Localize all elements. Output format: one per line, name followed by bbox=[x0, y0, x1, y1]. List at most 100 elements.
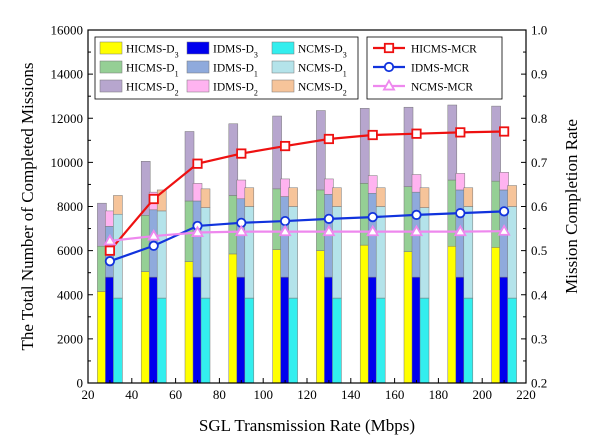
bar-ncms-d3-30 bbox=[113, 297, 123, 384]
point-ncms-mcr-150 bbox=[366, 224, 380, 237]
x-axis-title: SGL Transmission Rate (Mbps) bbox=[199, 416, 415, 435]
x-tick-label: 60 bbox=[169, 387, 182, 402]
bar-idms-d2-190 bbox=[455, 173, 466, 191]
bar-hicms-d3-210 bbox=[491, 247, 501, 384]
legend-label-idms-d2: IDMS-D2 bbox=[213, 82, 258, 98]
legend-swatch-idms-d3 bbox=[186, 41, 210, 55]
bar-hicms-d3-70 bbox=[184, 261, 195, 384]
point-ncms-mcr-90 bbox=[234, 224, 248, 237]
bar-hicms-d3-110 bbox=[272, 249, 282, 384]
bar-idms-d2-130 bbox=[324, 178, 334, 195]
bar-ncms-d1-50 bbox=[156, 210, 167, 299]
bar-ncms-d3-210 bbox=[507, 297, 517, 384]
bar-legend-box bbox=[94, 36, 359, 100]
point-idms-mcr-150 bbox=[367, 211, 378, 223]
x-tick-label: 160 bbox=[385, 387, 405, 402]
point-idms-mcr-210 bbox=[498, 206, 510, 217]
bar-idms-d2-210 bbox=[499, 172, 509, 191]
bars-layer bbox=[97, 104, 517, 384]
bar-idms-d3-110 bbox=[280, 276, 290, 384]
y2-tick-label: 0.3 bbox=[531, 331, 547, 346]
left-axis-ticks: 0 2000 4000 6000 8000 10000 12000 14000 16000 bbox=[51, 23, 93, 391]
bar-ncms-d2-150 bbox=[375, 187, 386, 207]
x-tick-label: 120 bbox=[297, 387, 317, 402]
bar-hicms-d1-50 bbox=[140, 215, 151, 272]
point-hicms-mcr-190 bbox=[455, 127, 466, 138]
bar-ncms-d1-90 bbox=[244, 206, 255, 299]
point-hicms-mcr-150 bbox=[367, 129, 378, 141]
x-tick-label: 100 bbox=[253, 387, 273, 402]
point-ncms-mcr-30 bbox=[103, 233, 117, 246]
point-ncms-mcr-130 bbox=[322, 224, 336, 237]
bar-ncms-d2-190 bbox=[463, 187, 474, 207]
legend-swatch-idms-d1 bbox=[186, 60, 210, 74]
bar-ncms-d2-90 bbox=[244, 187, 255, 207]
bar-idms-d3-70 bbox=[192, 276, 203, 384]
bar-hicms-d2-130 bbox=[316, 110, 326, 191]
legend-label-ncms-d3: NCMS-D3 bbox=[298, 44, 347, 60]
point-ncms-mcr-110 bbox=[278, 224, 292, 237]
x-tick-label: 80 bbox=[213, 387, 226, 402]
bar-idms-d3-190 bbox=[455, 276, 466, 384]
y2-tick-label: 0.6 bbox=[531, 199, 548, 214]
x-tick-label: 20 bbox=[82, 387, 95, 402]
bar-hicms-d2-210 bbox=[491, 105, 501, 182]
bar-ncms-d2-170 bbox=[419, 187, 430, 208]
point-hicms-mcr-170 bbox=[411, 128, 422, 139]
y2-tick-label: 0.9 bbox=[531, 67, 547, 82]
point-ncms-mcr-190 bbox=[453, 224, 467, 237]
bar-idms-d2-30 bbox=[105, 210, 115, 227]
line-legend: HICMS-MCR IDMS-MCR NCMS-MCR bbox=[366, 36, 503, 100]
y2-axis-title: Mission Completion Rate bbox=[562, 119, 581, 294]
point-idms-mcr-170 bbox=[411, 209, 422, 220]
legend-swatch-hicms-d2 bbox=[99, 79, 123, 93]
legend-label-idms-d3: IDMS-D3 bbox=[213, 44, 258, 60]
line-hicms-mcr bbox=[109, 130, 505, 252]
y2-tick-label: 0.7 bbox=[531, 155, 548, 170]
bar-ncms-d1-170 bbox=[419, 207, 430, 299]
point-hicms-mcr-50 bbox=[148, 193, 159, 205]
point-idms-mcr-30 bbox=[104, 256, 116, 267]
bar-hicms-d3-30 bbox=[97, 291, 107, 384]
y2-tick-label: 1.0 bbox=[531, 23, 547, 38]
bar-idms-d3-150 bbox=[367, 276, 378, 384]
bar-idms-d3-170 bbox=[411, 276, 422, 384]
legend-label-ncms-d2: NCMS-D2 bbox=[298, 82, 347, 98]
bar-idms-d3-30 bbox=[105, 276, 115, 384]
line-ncms-mcr bbox=[109, 230, 505, 243]
bar-idms-d3-210 bbox=[499, 276, 509, 384]
point-ncms-mcr-210 bbox=[497, 224, 511, 236]
bar-idms-d1-90 bbox=[236, 198, 247, 278]
bar-ncms-d3-190 bbox=[463, 297, 474, 384]
y-tick-label: 14000 bbox=[51, 67, 84, 82]
bar-idms-d2-70 bbox=[192, 183, 203, 202]
legend-marker-idms-mcr bbox=[383, 61, 395, 73]
bar-hicms-d3-150 bbox=[359, 244, 370, 384]
point-ncms-mcr-70 bbox=[190, 225, 205, 238]
x-tick-label: 200 bbox=[472, 387, 492, 402]
bar-legend: HICMS-D3 HICMS-D1 HICMS-D2 IDMS-D3 IDMS-D1 ID… bbox=[94, 36, 359, 100]
bar-ncms-d3-130 bbox=[332, 297, 342, 384]
bar-ncms-d1-70 bbox=[200, 207, 211, 299]
bar-hicms-d2-90 bbox=[228, 123, 239, 196]
y2-tick-label: 0.8 bbox=[531, 111, 547, 126]
bar-hicms-d2-170 bbox=[403, 106, 414, 187]
y2-tick-label: 0.2 bbox=[531, 376, 547, 391]
bar-ncms-d2-70 bbox=[200, 188, 211, 208]
bar-hicms-d1-170 bbox=[403, 186, 414, 252]
bottom-axis-ticks: 20 40 60 80 100 120 140 160 180 200 220 bbox=[82, 378, 536, 402]
point-idms-mcr-190 bbox=[455, 208, 466, 219]
bar-idms-d2-150 bbox=[367, 175, 378, 194]
bar-hicms-d3-190 bbox=[447, 245, 458, 384]
y-axis-title: The Total Number of Completed Missions bbox=[18, 63, 37, 351]
bar-idms-d2-110 bbox=[280, 178, 290, 197]
legend-label-idms-mcr: IDMS-MCR bbox=[411, 63, 469, 75]
legend-label-ncms-mcr: NCMS-MCR bbox=[411, 82, 473, 94]
legend-swatch-ncms-d1 bbox=[271, 60, 295, 74]
line-idms-mcr bbox=[109, 210, 505, 263]
bar-idms-d3-50 bbox=[148, 276, 159, 384]
y2-tick-label: 0.5 bbox=[531, 243, 547, 258]
bar-hicms-d3-130 bbox=[316, 250, 326, 384]
bar-idms-d2-90 bbox=[236, 179, 247, 200]
